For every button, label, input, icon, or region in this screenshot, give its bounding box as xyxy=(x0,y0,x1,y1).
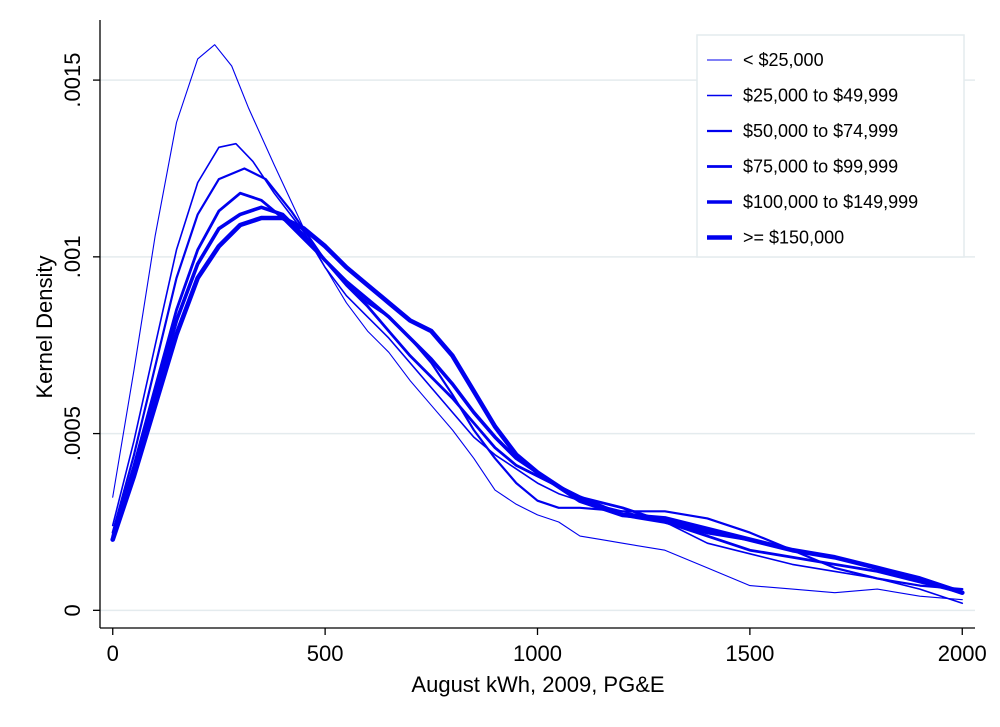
x-tick-label: 0 xyxy=(107,641,119,666)
x-axis-title: August kWh, 2009, PG&E xyxy=(411,672,664,697)
series-line xyxy=(112,44,963,601)
legend-label: $100,000 to $149,999 xyxy=(743,192,918,212)
y-tick-label: .001 xyxy=(60,235,85,278)
y-axis-title: Kernel Density xyxy=(32,255,57,398)
legend-label: $25,000 to $49,999 xyxy=(743,86,898,106)
tick-labels: 0 500 1000 1500 2000 0 .0005 .001 .0015 xyxy=(60,53,987,666)
legend-label: < $25,000 xyxy=(743,50,824,70)
x-tick-label: 2000 xyxy=(938,641,987,666)
series-line xyxy=(110,215,965,595)
legend-label: >= $150,000 xyxy=(743,228,844,248)
legend-label: $50,000 to $74,999 xyxy=(743,121,898,141)
x-tick-label: 500 xyxy=(307,641,344,666)
legend: < $25,000 $25,000 to $49,999 $50,000 to $7… xyxy=(696,34,965,258)
series-line xyxy=(111,142,964,605)
legend-box xyxy=(696,34,965,258)
x-tick-label: 1500 xyxy=(725,641,774,666)
y-tick-label: .0005 xyxy=(60,406,85,461)
y-tick-label: .0015 xyxy=(60,53,85,108)
series-line xyxy=(111,167,964,591)
y-tick-label: 0 xyxy=(60,604,85,616)
series-line xyxy=(111,191,964,595)
series-lines xyxy=(110,44,965,605)
x-tick-label: 1000 xyxy=(513,641,562,666)
legend-label: $75,000 to $99,999 xyxy=(743,157,898,177)
axes xyxy=(93,20,975,635)
